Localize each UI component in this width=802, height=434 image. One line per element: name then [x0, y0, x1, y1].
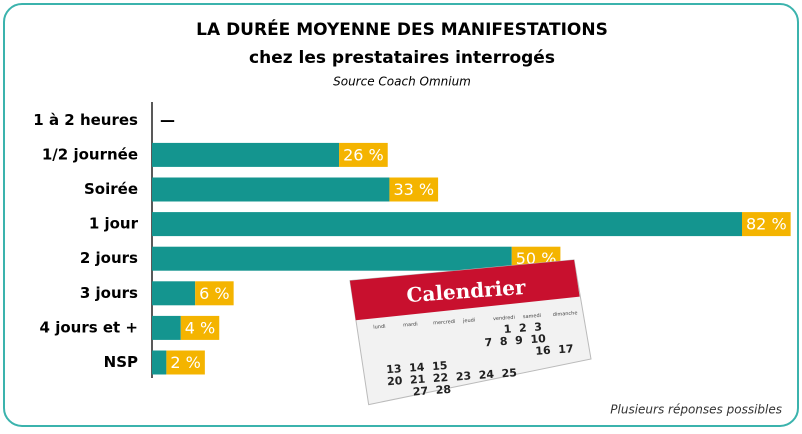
value-label: 4 % [185, 318, 215, 337]
bar [152, 247, 512, 271]
value-label: 2 % [170, 353, 200, 372]
y-tick-label: Soirée [84, 180, 138, 198]
value-label: 82 % [746, 215, 787, 234]
y-tick-label: 1 jour [89, 215, 139, 233]
calendar-days: 27 28 [412, 383, 451, 399]
bar [152, 351, 166, 375]
y-tick-label: 2 jours [80, 249, 138, 267]
bar [152, 281, 195, 305]
chart: LA DURÉE MOYENNE DES MANIFESTATIONS chez… [0, 0, 802, 430]
note: Plusieurs réponses possibles [610, 403, 782, 417]
bar [152, 178, 389, 202]
calendar-weekday: jeudi [462, 317, 476, 324]
y-tick-label: 4 jours et + [40, 318, 138, 336]
bar [152, 143, 339, 167]
value-label: — [160, 111, 175, 129]
chart-subtitle: chez les prestataires interrogés [249, 48, 555, 68]
y-tick-label: NSP [104, 353, 138, 371]
bar [152, 316, 181, 340]
bar [152, 212, 742, 236]
y-tick-label: 1/2 journée [42, 145, 138, 163]
chart-title: LA DURÉE MOYENNE DES MANIFESTATIONS [196, 18, 608, 40]
value-label: 33 % [393, 180, 434, 199]
value-label: 6 % [199, 284, 229, 303]
source: Source Coach Omnium [333, 75, 471, 89]
value-label: 26 % [343, 145, 384, 164]
calendar-weekday: mardi [403, 321, 418, 328]
y-tick-label: 3 jours [80, 284, 138, 302]
y-tick-label: 1 à 2 heures [33, 111, 138, 129]
calendar-days: 16 17 [535, 342, 574, 358]
calendar-weekday: lundi [373, 324, 386, 331]
calendar-weekday: samedi [523, 313, 542, 320]
